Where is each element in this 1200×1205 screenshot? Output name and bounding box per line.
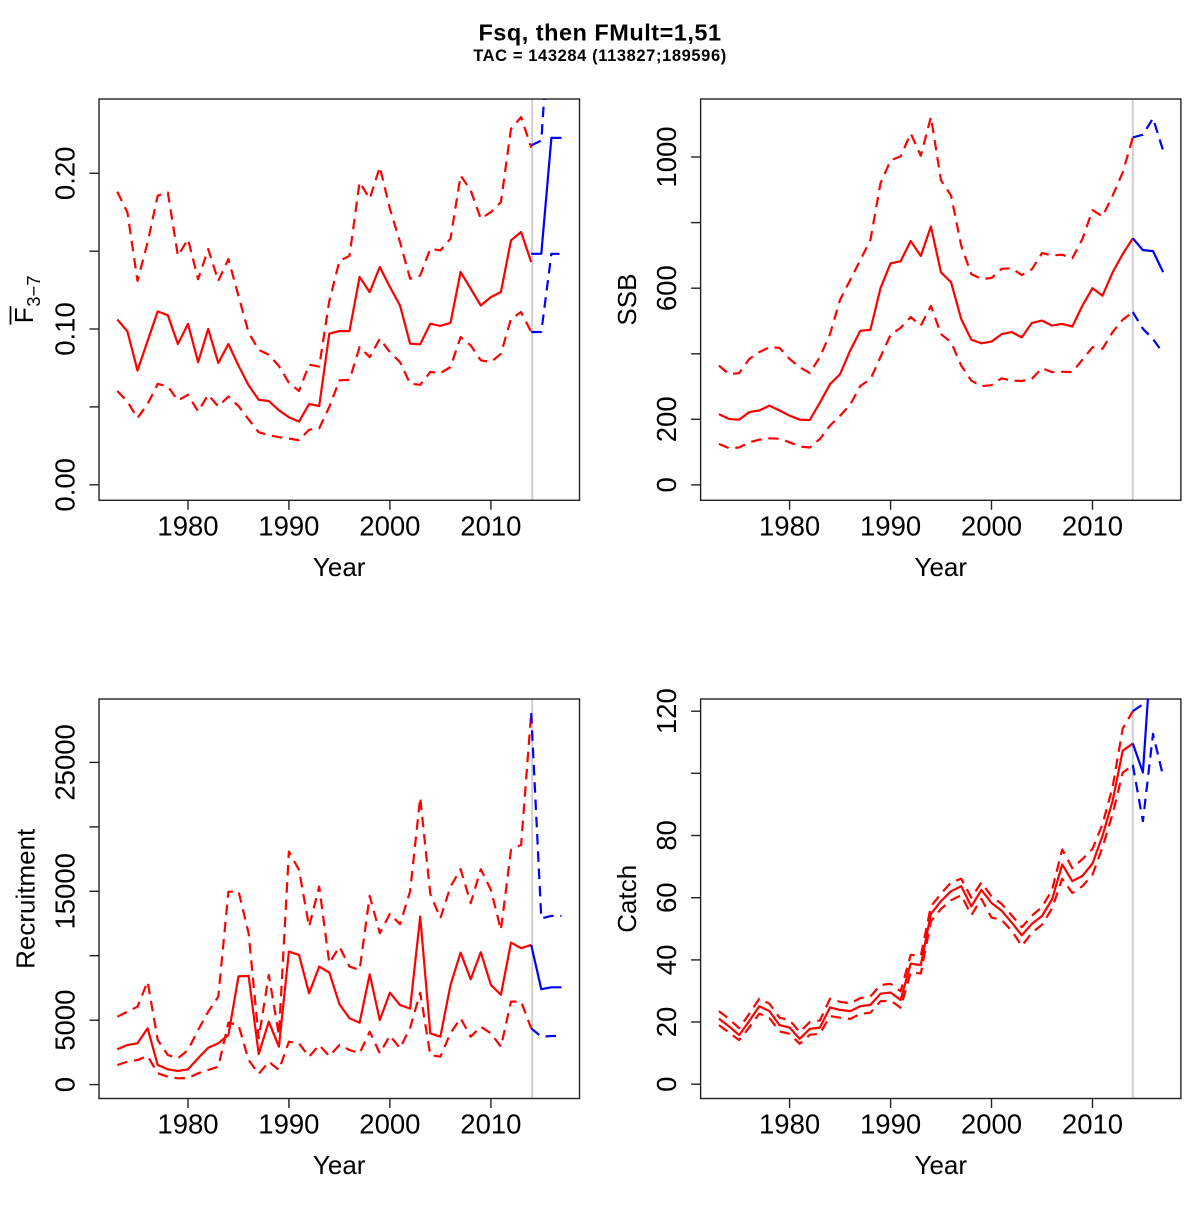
svg-text:40: 40: [651, 945, 682, 976]
svg-text:Fsq, then FMult=1,51: Fsq, then FMult=1,51: [478, 20, 721, 46]
svg-text:2000: 2000: [359, 511, 420, 542]
svg-text:Recruitment: Recruitment: [10, 828, 40, 969]
svg-text:2010: 2010: [460, 1109, 521, 1140]
svg-text:60: 60: [651, 882, 682, 913]
svg-text:0: 0: [49, 1077, 80, 1092]
svg-text:F: F: [9, 307, 39, 323]
svg-text:0.10: 0.10: [49, 302, 80, 356]
svg-text:20: 20: [651, 1007, 682, 1038]
svg-text:1980: 1980: [157, 1109, 218, 1140]
svg-text:2010: 2010: [1062, 1109, 1123, 1140]
svg-text:2000: 2000: [961, 511, 1022, 542]
svg-text:1990: 1990: [258, 511, 319, 542]
svg-text:2000: 2000: [961, 1109, 1022, 1140]
svg-text:1990: 1990: [860, 511, 921, 542]
svg-text:2010: 2010: [1062, 511, 1123, 542]
svg-text:1980: 1980: [759, 1109, 820, 1140]
svg-text:25000: 25000: [49, 724, 80, 800]
svg-text:2010: 2010: [460, 511, 521, 542]
svg-text:0: 0: [651, 477, 682, 492]
svg-text:0.20: 0.20: [49, 147, 80, 201]
svg-text:1980: 1980: [759, 511, 820, 542]
svg-text:Year: Year: [313, 552, 366, 582]
svg-text:1990: 1990: [258, 1109, 319, 1140]
svg-text:1990: 1990: [860, 1109, 921, 1140]
svg-text:TAC = 143284 (113827;189596): TAC = 143284 (113827;189596): [473, 47, 727, 65]
svg-text:15000: 15000: [49, 853, 80, 929]
svg-text:2000: 2000: [359, 1109, 420, 1140]
svg-text:120: 120: [651, 688, 682, 734]
svg-text:Year: Year: [915, 1150, 968, 1180]
svg-text:3−7: 3−7: [23, 275, 44, 306]
svg-text:80: 80: [651, 820, 682, 851]
svg-text:5000: 5000: [49, 990, 80, 1051]
svg-text:0.00: 0.00: [49, 458, 80, 512]
svg-text:Year: Year: [313, 1150, 366, 1180]
svg-text:Year: Year: [915, 552, 968, 582]
svg-text:600: 600: [651, 265, 682, 311]
svg-text:0: 0: [651, 1077, 682, 1092]
svg-text:SSB: SSB: [612, 274, 642, 326]
svg-text:1980: 1980: [157, 511, 218, 542]
svg-text:200: 200: [651, 396, 682, 442]
svg-text:Catch: Catch: [612, 865, 642, 933]
svg-text:1000: 1000: [651, 126, 682, 187]
